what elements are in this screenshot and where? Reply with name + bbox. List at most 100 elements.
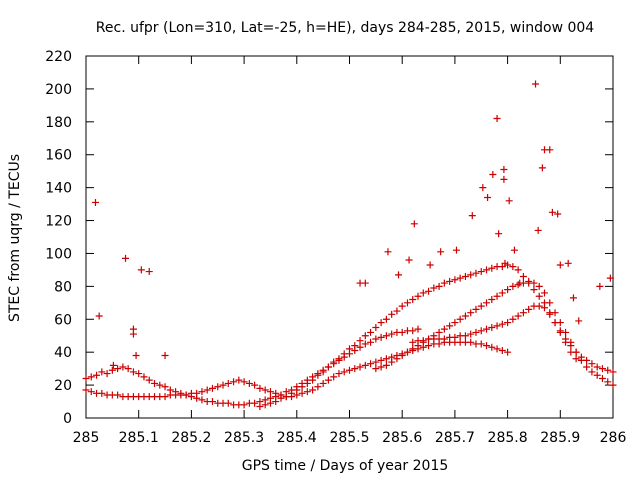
data-point: [361, 361, 369, 369]
data-point: [330, 373, 338, 381]
data-point: [446, 322, 454, 330]
data-point: [82, 386, 90, 394]
data-point: [208, 398, 216, 406]
data-point: [562, 335, 570, 343]
data-point: [588, 368, 596, 376]
series-satellite-arc-3: [256, 261, 580, 410]
data-point: [525, 277, 533, 285]
data-point: [430, 284, 438, 292]
data-point: [393, 307, 401, 315]
data-point: [87, 373, 95, 381]
y-tick-label: 60: [54, 312, 72, 328]
data-point: [256, 384, 264, 392]
data-points: [82, 80, 617, 410]
data-point: [495, 230, 503, 238]
data-point: [477, 268, 485, 276]
data-point: [456, 274, 464, 282]
data-point: [577, 353, 585, 361]
data-point: [372, 335, 380, 343]
data-point: [419, 337, 427, 345]
x-tick-label: 285: [73, 430, 100, 446]
data-point: [251, 399, 259, 407]
data-point: [425, 287, 433, 295]
data-point: [384, 248, 392, 256]
data-point: [472, 305, 480, 313]
data-point: [440, 279, 448, 287]
data-point: [346, 345, 353, 353]
data-point: [451, 333, 459, 341]
data-point: [388, 358, 396, 366]
data-point: [377, 319, 385, 327]
data-point: [426, 261, 434, 269]
data-point: [451, 276, 459, 284]
data-point: [224, 379, 232, 387]
data-point: [451, 319, 459, 327]
data-point: [564, 259, 572, 267]
axis-ticks: [85, 55, 614, 419]
data-point: [303, 388, 311, 396]
data-point: [425, 342, 433, 350]
data-point: [388, 310, 396, 318]
data-point: [504, 348, 512, 356]
data-point: [409, 296, 417, 304]
data-point: [596, 282, 604, 290]
data-point: [198, 388, 206, 396]
data-point: [538, 164, 546, 172]
data-point: [477, 327, 485, 335]
y-tick-label: 100: [45, 246, 72, 262]
x-tick-label: 285.2: [171, 430, 211, 446]
y-tick-label: 40: [54, 345, 72, 361]
data-point: [488, 343, 496, 351]
data-point: [514, 281, 522, 289]
data-point: [372, 358, 380, 366]
data-point: [122, 254, 130, 262]
data-point: [575, 317, 583, 325]
data-point: [546, 146, 554, 154]
data-point: [156, 381, 164, 389]
data-point: [419, 289, 427, 297]
data-point: [103, 370, 111, 378]
data-point: [372, 324, 380, 331]
data-point: [467, 271, 475, 279]
data-point: [530, 286, 538, 294]
data-point: [182, 391, 190, 399]
data-point: [377, 356, 385, 364]
data-point: [509, 315, 517, 323]
y-tick-label: 120: [45, 214, 72, 230]
data-point: [609, 368, 617, 376]
data-point: [309, 386, 317, 394]
data-point: [516, 279, 524, 287]
data-point: [604, 378, 612, 386]
data-point: [277, 394, 285, 402]
data-point: [468, 212, 476, 220]
x-tick-label: 285.5: [329, 430, 369, 446]
data-point: [472, 269, 480, 277]
data-point: [145, 268, 153, 276]
series-satellite-arc-4: [372, 277, 617, 389]
data-point: [91, 198, 99, 206]
data-point: [467, 309, 475, 317]
data-point: [161, 393, 169, 401]
data-point: [272, 398, 280, 406]
data-point: [477, 302, 485, 310]
data-point: [488, 324, 496, 331]
data-point: [114, 365, 122, 373]
data-point: [95, 312, 103, 320]
data-point: [414, 292, 422, 300]
data-point: [382, 315, 390, 323]
data-point: [498, 320, 506, 328]
y-tick-labels: 0 20 40 60 80 100 120 140 160 180 200 220: [45, 49, 72, 427]
data-point: [198, 396, 206, 404]
data-point: [240, 378, 248, 386]
data-point: [314, 371, 322, 379]
data-point: [567, 342, 575, 350]
data-point: [446, 277, 454, 285]
data-point: [562, 328, 570, 336]
data-point: [132, 351, 140, 359]
data-point: [461, 332, 469, 340]
data-point: [393, 355, 401, 363]
data-point: [510, 246, 518, 254]
data-point: [484, 194, 492, 202]
data-point: [298, 389, 306, 397]
